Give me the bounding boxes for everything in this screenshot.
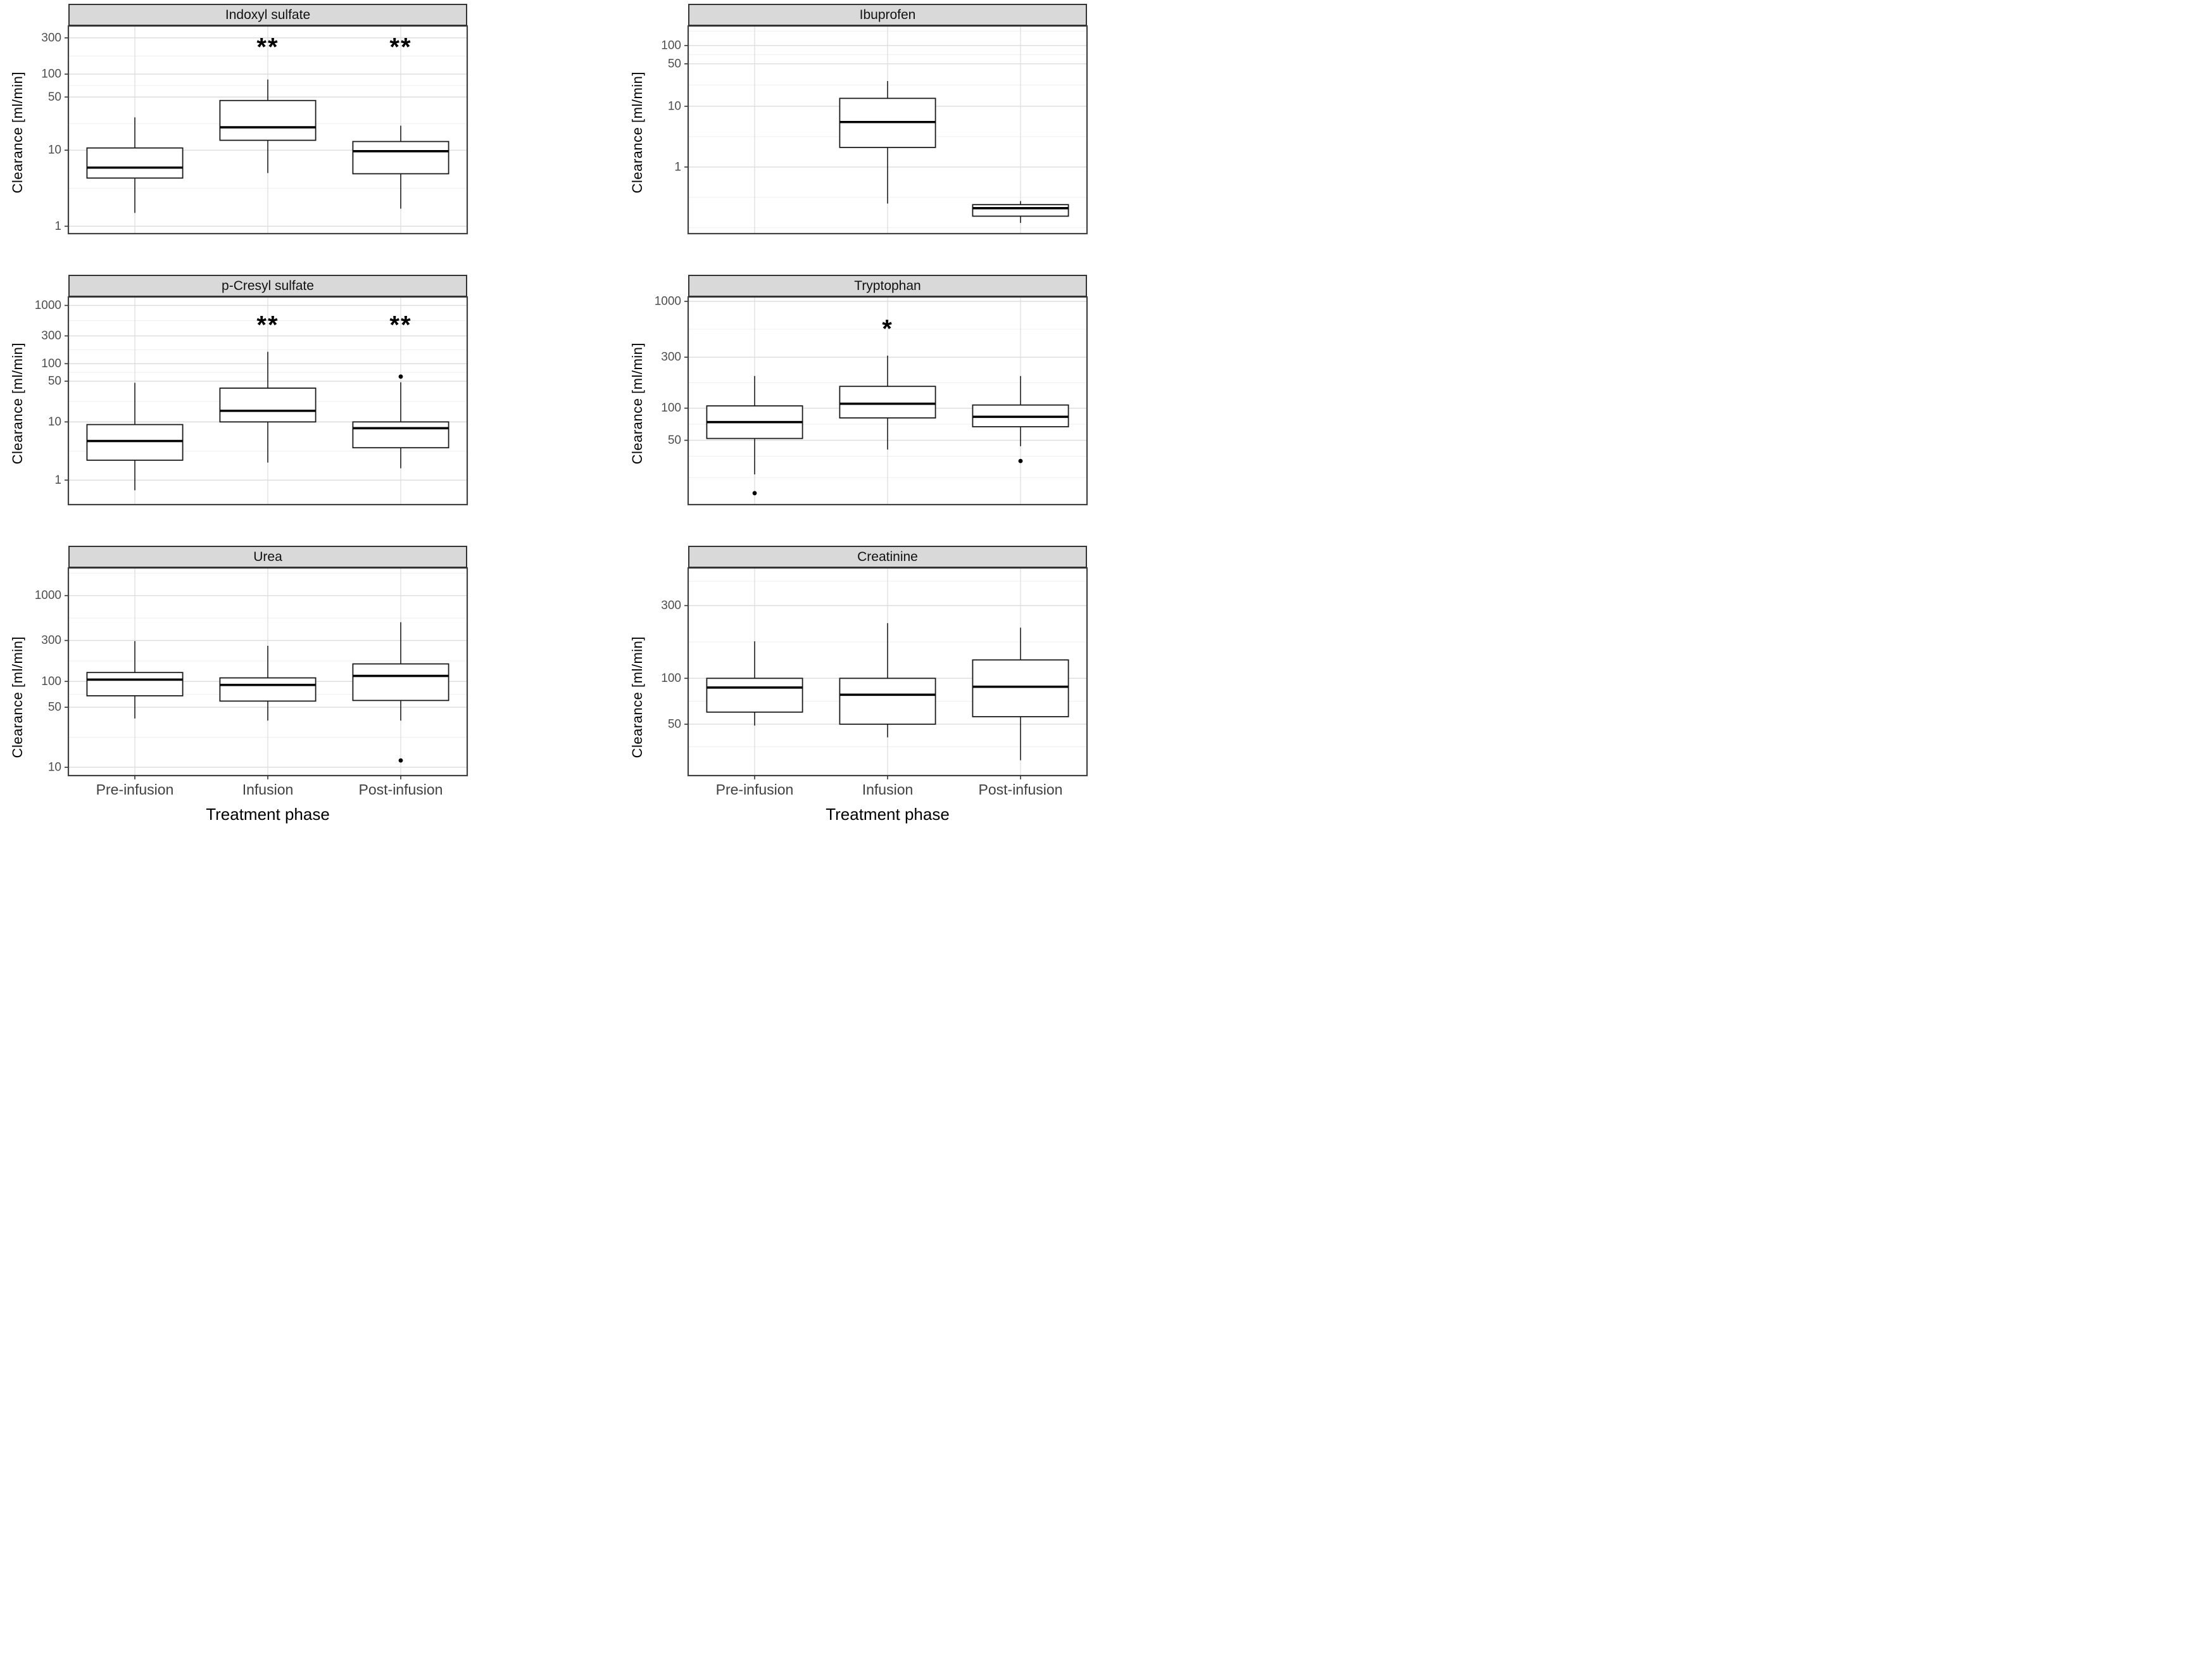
- outlier-point: [752, 491, 757, 496]
- facet-strip: Creatinine: [688, 546, 1087, 568]
- y-axis-title: Clearance [ml/min]: [629, 636, 645, 758]
- facet-title: Ibuprofen: [859, 7, 916, 22]
- y-tick-label: 100: [41, 675, 61, 688]
- y-tick-label: 10: [668, 99, 681, 113]
- panel-border: [67, 296, 468, 506]
- y-axis-title: Clearance [ml/min]: [9, 342, 25, 465]
- y-tick-label: 300: [41, 634, 61, 647]
- facet-title: Tryptophan: [854, 278, 921, 293]
- y-axis-title-container: Clearance [ml/min]: [6, 546, 29, 828]
- y-tick-label: 100: [661, 672, 681, 685]
- boxplot-box: [839, 386, 936, 419]
- boxplot-canvas-ibuprofen: 1 10 50 100: [661, 25, 1088, 235]
- boxplot-box: [86, 672, 184, 696]
- y-axis-title-container: Clearance [ml/min]: [626, 275, 649, 510]
- facet-title: Creatinine: [857, 549, 918, 564]
- significance-annotation: **: [389, 34, 412, 61]
- facet-strip: Indoxyl sulfate: [68, 4, 467, 26]
- panel-border: [687, 296, 1088, 506]
- facet-strip: Urea: [68, 546, 467, 568]
- significance-annotation: **: [389, 311, 412, 339]
- y-tick-label: 1000: [35, 589, 61, 602]
- figure: Clearance [ml/min] Indoxyl sulfate 1 10 50…: [0, 0, 1106, 828]
- outlier-point: [398, 758, 403, 763]
- outlier-point: [1018, 458, 1023, 463]
- y-axis-title-container: Clearance [ml/min]: [626, 4, 649, 239]
- x-tick-label: Post-infusion: [359, 781, 443, 798]
- y-tick-label: 50: [48, 701, 61, 714]
- x-axis-title: Treatment phase: [206, 805, 330, 824]
- y-axis-title-container: Clearance [ml/min]: [6, 275, 29, 510]
- boxplot-box: [839, 677, 936, 725]
- y-tick-label: 1: [54, 220, 61, 233]
- y-tick-label: 300: [41, 329, 61, 343]
- panel-cell-tryptophan: Clearance [ml/min] Tryptophan 50 100 300 10…: [553, 275, 1106, 510]
- boxplot-canvas-p-cresyl-sulfate: 1 10 50 100 300 1000 ** **: [35, 296, 468, 506]
- y-tick-label: 100: [661, 39, 681, 52]
- facet-strip: Tryptophan: [688, 275, 1087, 297]
- boxplot-canvas-indoxyl-sulfate: 1 10 50 100 300 ** **: [41, 25, 468, 235]
- y-tick-label: 50: [48, 91, 61, 104]
- y-tick-label: 50: [668, 57, 681, 70]
- x-tick-label: Infusion: [242, 781, 294, 798]
- boxplot-canvas-creatinine: 50 100 300 Pre-infusion Infusion Post-infusio…: [661, 567, 1088, 798]
- panel-cell-p-cresyl-sulfate: Clearance [ml/min] p-Cresyl sulfate 1 10 5…: [0, 275, 553, 510]
- y-tick-label: 1000: [35, 299, 61, 312]
- y-tick-label: 50: [668, 434, 681, 447]
- y-axis-title: Clearance [ml/min]: [629, 71, 645, 194]
- y-tick-label: 1: [674, 160, 681, 173]
- y-axis-title: Clearance [ml/min]: [629, 342, 645, 465]
- boxplot-box: [706, 677, 803, 713]
- panel-cell-ibuprofen: Clearance [ml/min] Ibuprofen 1 10 50 100: [553, 4, 1106, 239]
- panel-cell-indoxyl-sulfate: Clearance [ml/min] Indoxyl sulfate 1 10 50…: [0, 4, 553, 239]
- panel-cell-urea: Clearance [ml/min] Urea 10 50 100 300 1000 Pr…: [0, 546, 553, 828]
- y-tick-label: 50: [668, 717, 681, 731]
- facet-title: Urea: [253, 549, 282, 564]
- y-tick-label: 100: [41, 357, 61, 370]
- y-axis-title: Clearance [ml/min]: [9, 636, 25, 758]
- y-tick-label: 100: [41, 68, 61, 81]
- x-axis-title: Treatment phase: [826, 805, 950, 824]
- boxplot-box: [219, 677, 317, 702]
- y-tick-label: 10: [48, 760, 61, 774]
- facet-strip: Ibuprofen: [688, 4, 1087, 26]
- x-tick-label: Pre-infusion: [716, 781, 794, 798]
- y-axis-title: Clearance [ml/min]: [9, 71, 25, 194]
- boxplot-box: [352, 663, 449, 702]
- y-tick-label: 1000: [655, 296, 681, 308]
- boxplot-canvas-tryptophan: 50 100 300 1000 *: [655, 296, 1088, 506]
- panel-border: [687, 25, 1088, 235]
- facet-title: Indoxyl sulfate: [225, 7, 311, 22]
- significance-annotation: **: [256, 34, 279, 61]
- boxplot-canvas-urea: 10 50 100 300 1000 Pre-infusion Infusion Post-i…: [35, 567, 468, 798]
- panel-cell-creatinine: Clearance [ml/min] Creatinine 50 100 300 Pr…: [553, 546, 1106, 828]
- boxplot-box: [352, 421, 449, 449]
- boxplot-box: [219, 387, 317, 423]
- y-tick-label: 50: [48, 375, 61, 388]
- facet-title: p-Cresyl sulfate: [222, 278, 314, 293]
- facet-strip: p-Cresyl sulfate: [68, 275, 467, 297]
- y-axis-title-container: Clearance [ml/min]: [6, 4, 29, 239]
- y-axis-title-container: Clearance [ml/min]: [626, 546, 649, 828]
- boxplot-box: [86, 424, 184, 461]
- y-tick-label: 300: [661, 599, 681, 612]
- y-tick-label: 300: [661, 351, 681, 364]
- significance-annotation: *: [882, 315, 893, 343]
- x-tick-label: Pre-infusion: [96, 781, 174, 798]
- y-tick-label: 10: [48, 415, 61, 429]
- boxplot-box: [352, 141, 449, 175]
- y-tick-label: 100: [661, 401, 681, 415]
- y-tick-label: 10: [48, 144, 61, 157]
- outlier-point: [398, 374, 403, 379]
- panel-border: [67, 25, 468, 235]
- x-tick-label: Post-infusion: [979, 781, 1063, 798]
- boxplot-box: [972, 204, 1069, 217]
- boxplot-box: [86, 147, 184, 179]
- x-tick-label: Infusion: [862, 781, 914, 798]
- y-tick-label: 300: [41, 31, 61, 44]
- significance-annotation: **: [256, 311, 279, 339]
- y-tick-label: 1: [54, 474, 61, 487]
- boxplot-box: [219, 99, 317, 141]
- boxplot-box: [972, 659, 1069, 717]
